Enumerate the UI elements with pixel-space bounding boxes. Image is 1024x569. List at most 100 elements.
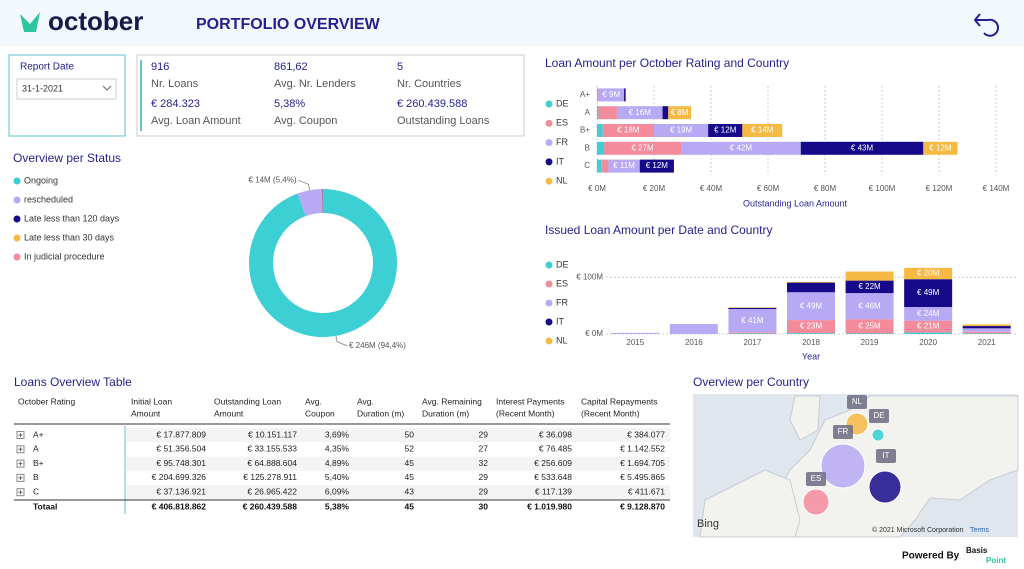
back-button[interactable] (973, 13, 999, 37)
table-cell: € 26.965.422 (247, 486, 297, 496)
table-cell: € 406.818.862 (152, 501, 207, 511)
bar-segment (962, 331, 1011, 334)
kpi-label: Nr. Loans (151, 78, 199, 90)
table-cell: 4,35% (325, 444, 350, 454)
segment-label: € 12M (646, 161, 669, 170)
expand-plus (18, 490, 23, 495)
powered-by: Powered By (902, 551, 960, 562)
x-tick-label: 2017 (744, 338, 762, 347)
segment-label: € 21M (917, 322, 940, 331)
map-copyright: © 2021 Microsoft Corporation (872, 526, 964, 534)
bar-segment (800, 141, 924, 155)
segment-label: € 49M (800, 301, 823, 310)
table-cell: € 384.077 (627, 429, 665, 439)
slicer-label: Report Date (20, 62, 74, 73)
legend-marker (13, 196, 21, 204)
dropdown-arrow (102, 85, 112, 91)
leader-line (335, 335, 348, 347)
kpi-label: Avg. Coupon (274, 115, 337, 127)
donut-slice (297, 189, 323, 217)
legend-label: ES (556, 118, 568, 128)
kpi-value: 5,38% (274, 98, 305, 110)
row-band (126, 428, 670, 442)
table-cell: € 76.485 (539, 444, 572, 454)
bubble-es[interactable] (802, 488, 830, 516)
brand-top: Basis (966, 546, 988, 555)
segment-label: € 22M (858, 282, 881, 291)
bar-segment (611, 332, 660, 334)
bar-segment (845, 319, 894, 334)
bar-segment (904, 267, 953, 280)
bar-segment (604, 141, 682, 155)
bar-segment (728, 307, 777, 308)
legend-label: rescheduled (24, 194, 73, 204)
bar-segment (728, 309, 777, 333)
table-cell: 32 (479, 458, 489, 468)
legend-label: DE (556, 259, 569, 269)
map-terms[interactable]: Terms (970, 527, 990, 534)
table-cell: € 256.609 (534, 458, 572, 468)
x-tick-label: € 20M (643, 184, 666, 193)
y-tick-label: A+ (580, 90, 590, 99)
segment-label: € 14M (751, 126, 774, 135)
bubble-de[interactable] (871, 428, 885, 442)
donut-slice (249, 188, 398, 338)
bar-segment (787, 292, 835, 321)
logo-icon (20, 12, 40, 32)
table-cell: 29 (479, 429, 489, 439)
status-title: Overview per Status (13, 151, 121, 165)
bar-segment (597, 141, 605, 155)
bar-segment (728, 307, 777, 310)
segment-label: € 12M (929, 143, 952, 152)
table-cell: € 204.699.326 (152, 472, 207, 482)
x-tick-label: € 40M (700, 184, 723, 193)
table-header: Initial Loan (131, 396, 172, 406)
bubble-it[interactable] (868, 470, 902, 504)
table-cell: € 1.694.705 (620, 458, 665, 468)
bar-segment (708, 124, 743, 137)
table-cell: B (33, 472, 39, 482)
date-dropdown[interactable] (16, 78, 117, 100)
x-tick-label: € 100M (869, 184, 896, 193)
table-cell: 30 (479, 501, 489, 511)
bar-segment (669, 324, 718, 334)
legend-marker (545, 261, 553, 269)
kpi-label: Nr. Countries (397, 78, 462, 90)
table-cell: 29 (479, 486, 489, 496)
legend-label: IT (556, 316, 565, 326)
date-value: 31-1-2021 (22, 83, 63, 93)
table-cell: € 533.648 (534, 472, 572, 482)
table-cell: € 36.098 (539, 429, 572, 439)
kpi-label: Outstanding Loans (397, 115, 490, 127)
bar-segment (845, 293, 894, 320)
segment-label: € 42M (730, 143, 753, 152)
bar-segment (597, 124, 603, 137)
bar-segment (598, 106, 617, 120)
bar-segment (787, 282, 835, 293)
table-cell: 50 (405, 429, 415, 439)
bar-segment (904, 332, 953, 334)
bar-segment (787, 333, 835, 334)
brand-bottom: Point (986, 556, 1006, 565)
bubble-fr[interactable] (820, 443, 866, 489)
y-tick-label: € 100M (576, 272, 603, 281)
x-tick-label: € 0M (588, 184, 606, 193)
legend-marker (545, 177, 553, 185)
table-cell: € 37.136.921 (156, 486, 206, 496)
header-bar (0, 0, 1024, 46)
bar-segment (597, 106, 599, 120)
x-tick-label: 2021 (978, 338, 996, 347)
y-tick-label: A (585, 108, 591, 117)
table-header: Duration (m) (422, 408, 469, 418)
table-cell: 45 (405, 458, 415, 468)
table-cell: € 1.142.552 (620, 444, 665, 454)
kpi-value: 861,62 (274, 61, 308, 73)
bar-segment (597, 159, 602, 173)
bar-segment (845, 280, 894, 294)
table-header: Avg. Remaining (422, 396, 482, 406)
segment-label: € 18M (617, 126, 640, 135)
segment-label: € 12M (714, 126, 737, 135)
table-cell: 45 (405, 501, 415, 511)
expand-plus (18, 475, 23, 480)
